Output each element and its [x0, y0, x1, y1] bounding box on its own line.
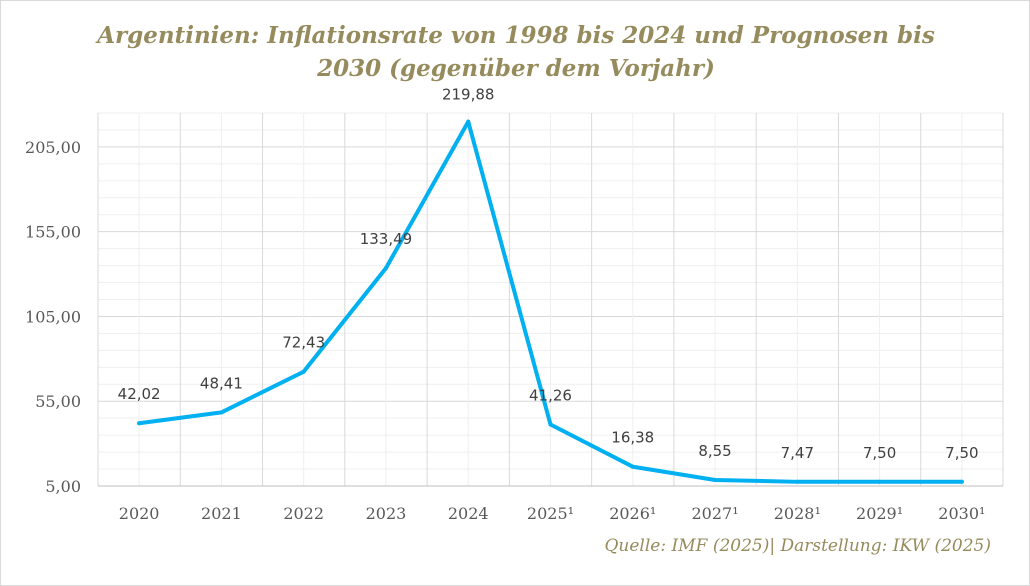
x-tick-label: 2021: [201, 504, 242, 523]
chart-title-line1: Argentinien: Inflationsrate von 1998 bis…: [97, 22, 935, 49]
data-point: [548, 422, 553, 427]
data-label: 219,88: [442, 86, 495, 104]
source-note: Quelle: IMF (2025)| Darstellung: IKW (20…: [604, 536, 991, 556]
data-point: [383, 266, 388, 271]
data-label: 42,02: [118, 385, 161, 403]
y-tick-label: 155,00: [25, 223, 81, 242]
data-point: [959, 479, 964, 484]
x-tick-label: 2027¹: [691, 504, 738, 523]
data-point: [301, 369, 306, 374]
y-tick-label: 105,00: [25, 307, 81, 326]
data-point: [219, 410, 224, 415]
data-point: [795, 479, 800, 484]
data-label: 7,50: [945, 444, 978, 462]
data-point: [877, 479, 882, 484]
chart-title-line2: 2030 (gegenüber dem Vorjahr): [317, 55, 715, 82]
data-point: [466, 119, 471, 124]
x-tick-label: 2023: [366, 504, 407, 523]
data-label: 16,38: [611, 429, 654, 447]
data-label: 133,49: [360, 230, 413, 248]
x-tick-label: 2030¹: [938, 504, 985, 523]
chart-title: Argentinien: Inflationsrate von 1998 bis…: [1, 19, 1029, 85]
data-label: 41,26: [529, 387, 572, 405]
y-tick-label: 55,00: [35, 392, 81, 411]
x-tick-label: 2026¹: [609, 504, 656, 523]
data-label: 72,43: [282, 334, 325, 352]
x-tick-label: 2024: [448, 504, 489, 523]
data-point: [713, 477, 718, 482]
data-label: 7,47: [781, 444, 814, 462]
y-tick-label: 205,00: [25, 138, 81, 157]
x-tick-label: 2020: [119, 504, 160, 523]
y-tick-label: 5,00: [45, 477, 81, 496]
data-label: 48,41: [200, 374, 243, 392]
x-tick-label: 2025¹: [527, 504, 574, 523]
data-label: 8,55: [698, 442, 731, 460]
data-point: [137, 421, 142, 426]
data-point: [630, 464, 635, 469]
x-tick-label: 2022: [283, 504, 324, 523]
x-tick-label: 2029¹: [856, 504, 903, 523]
data-label: 7,50: [863, 444, 896, 462]
x-tick-label: 2028¹: [774, 504, 821, 523]
